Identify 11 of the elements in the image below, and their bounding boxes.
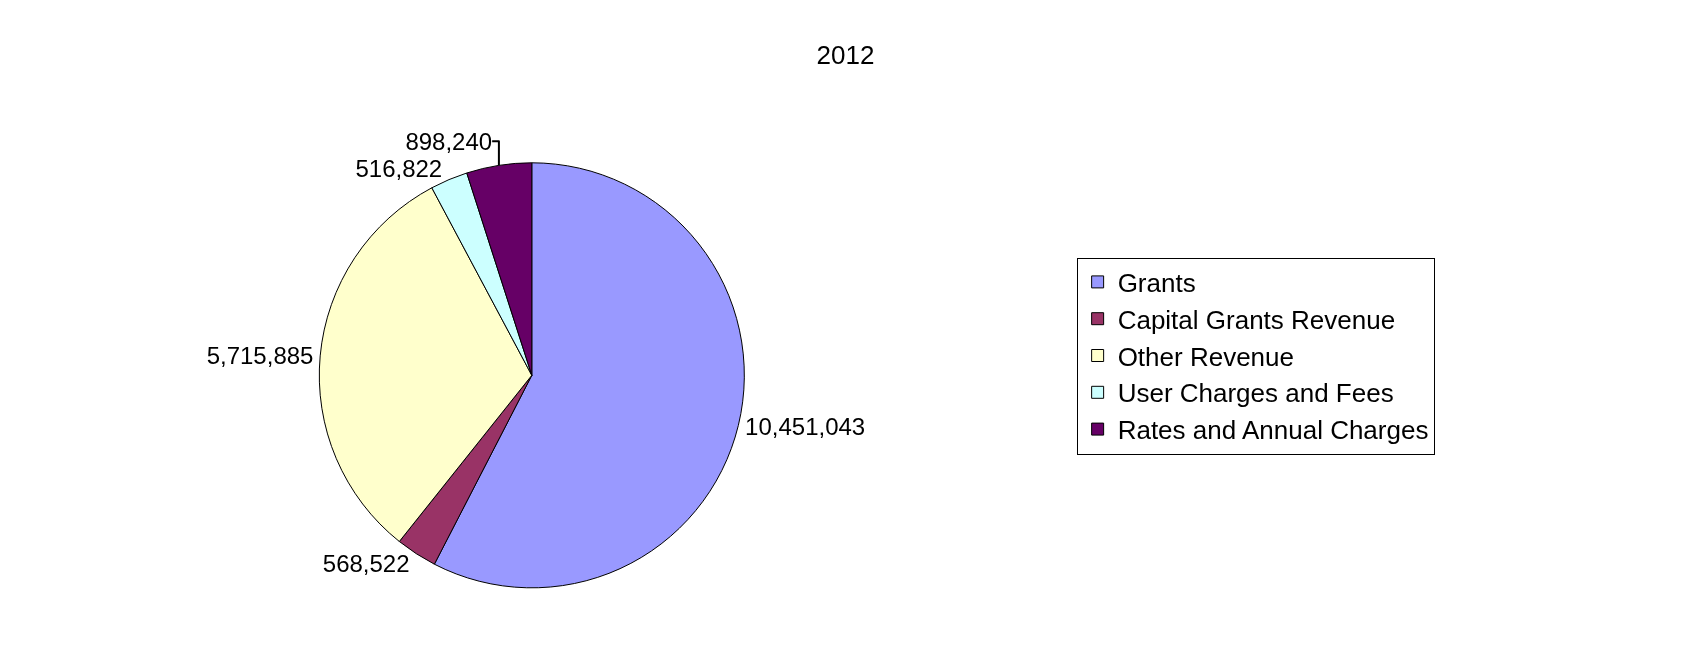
data-label: 10,451,043 (745, 412, 866, 440)
legend-label: Capital Grants Revenue (1117, 304, 1396, 335)
chart-title: 2012 (816, 39, 875, 70)
data-label: 5,715,885 (206, 342, 314, 370)
legend-label: Grants (1117, 268, 1196, 299)
data-label: 568,522 (322, 549, 410, 577)
data-label: 898,240 (405, 127, 493, 155)
data-label: 516,822 (355, 154, 443, 182)
legend-label: User Charges and Fees (1117, 378, 1394, 409)
legend-label: Rates and Annual Charges (1117, 415, 1429, 446)
legend-label: Other Revenue (1117, 341, 1294, 372)
